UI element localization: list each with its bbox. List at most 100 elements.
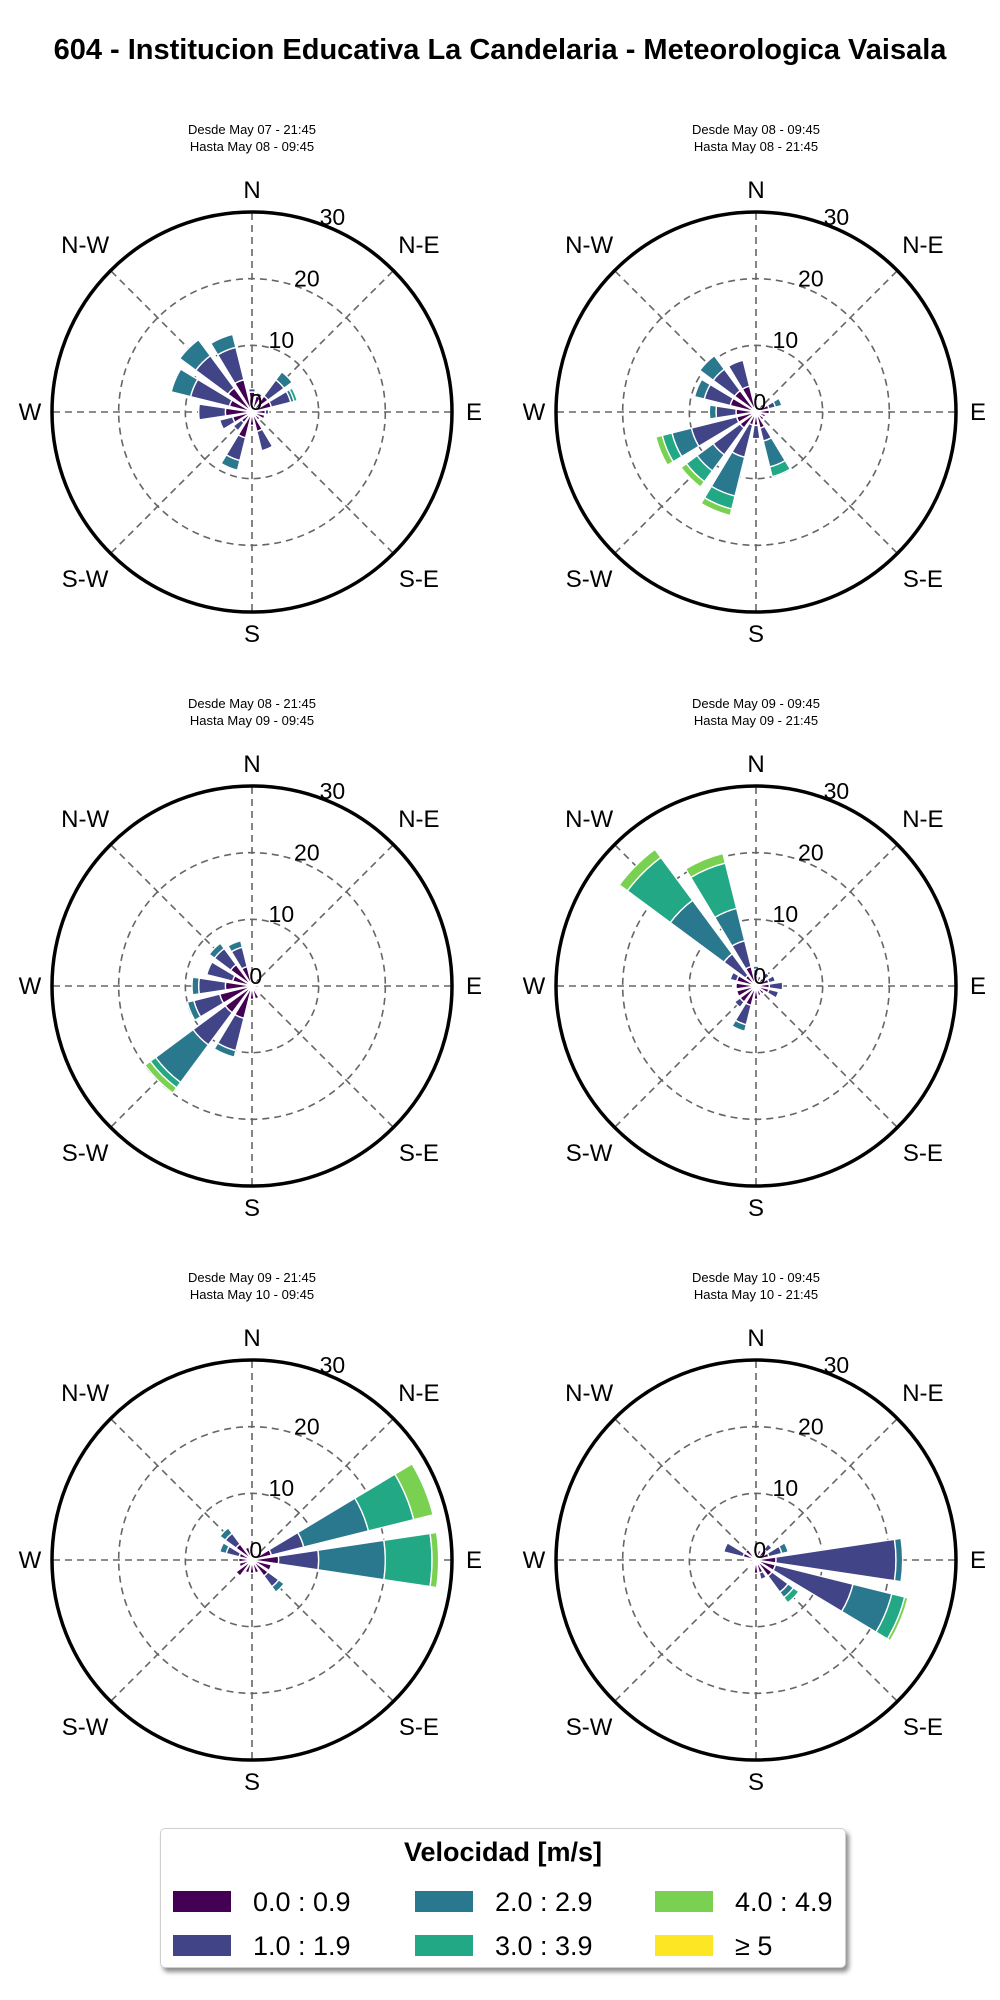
rose-bar: [698, 354, 726, 382]
compass-label: N-E: [902, 806, 943, 833]
radial-tick-label: 20: [294, 266, 320, 292]
rose-bar: [429, 1531, 440, 1589]
compass-label: N: [243, 1325, 260, 1352]
compass-label: W: [19, 399, 42, 426]
legend-title: Velocidad [m/s]: [403, 1837, 603, 1867]
radial-tick-label: 10: [269, 327, 295, 353]
angular-gridline: [110, 270, 253, 413]
rose-bar: [237, 1557, 253, 1563]
radial-tick-label: 30: [320, 1352, 346, 1378]
radial-tick-label: 0: [753, 1537, 766, 1563]
rose-bar: [247, 387, 257, 394]
compass-label: S-E: [903, 566, 943, 593]
angular-gridline: [614, 1418, 757, 1561]
legend-label: 1.0 : 1.9: [253, 1931, 351, 1961]
angular-gridline: [251, 270, 394, 413]
rose-bar: [232, 418, 246, 432]
rose-bar: [766, 974, 777, 984]
panel-title-line: Hasta May 09 - 21:45: [694, 713, 818, 728]
rose-bar: [768, 981, 784, 991]
angular-gridline: [755, 1418, 898, 1561]
compass-label: W: [523, 399, 546, 426]
rose-bar: [749, 1559, 757, 1567]
compass-label: W: [523, 1547, 546, 1574]
rose-bar: [735, 985, 757, 998]
rose-bar: [218, 1526, 234, 1542]
rose-bar: [654, 434, 675, 467]
panel-title-line: Desde May 07 - 21:45: [188, 122, 316, 137]
radial-tick-label: 20: [798, 1414, 824, 1440]
radial-tick-label: 0: [249, 963, 262, 989]
compass-label: N-W: [565, 806, 613, 833]
compass-label: S: [244, 1769, 260, 1796]
compass-label: S: [748, 1769, 764, 1796]
angular-gridline: [110, 1559, 253, 1702]
angular-gridline: [755, 985, 898, 1128]
rose-bar: [244, 1546, 253, 1561]
radial-tick-label: 20: [798, 266, 824, 292]
rose-bar: [213, 1042, 237, 1059]
compass-label: S: [244, 621, 260, 648]
compass-label: S-W: [62, 566, 109, 593]
legend-label: 0.0 : 0.9: [253, 1887, 351, 1917]
rose-outer-circle: [554, 1358, 958, 1762]
compass-label: S: [748, 1195, 764, 1222]
compass-label: S-W: [566, 566, 613, 593]
compass-label: N: [747, 1325, 764, 1352]
rose-bar: [197, 977, 227, 995]
rose-outer-circle: [50, 784, 454, 1188]
radial-tick-label: 20: [294, 1414, 320, 1440]
radial-tick-label: 0: [249, 1537, 262, 1563]
radial-tick-label: 20: [294, 840, 320, 866]
rose-bar: [893, 1537, 904, 1583]
rose-bar: [251, 985, 260, 1000]
angular-gridline: [110, 844, 253, 987]
angular-gridline: [755, 411, 898, 554]
panel-title-line: Hasta May 08 - 09:45: [190, 139, 314, 154]
compass-label: N: [747, 177, 764, 204]
rose-bar: [729, 971, 740, 983]
panel-title-line: Hasta May 08 - 21:45: [694, 139, 818, 154]
compass-label: N-W: [61, 806, 109, 833]
rose-bar: [218, 1541, 231, 1555]
angular-gridline: [251, 1418, 394, 1561]
rose-bar: [178, 338, 212, 372]
panel-title-line: Hasta May 10 - 09:45: [190, 1287, 314, 1302]
compass-label: S-E: [399, 566, 439, 593]
rose-bar: [205, 961, 236, 983]
radial-tick-label: 0: [753, 963, 766, 989]
angular-gridline: [251, 844, 394, 987]
rose-bar: [274, 370, 294, 390]
angular-gridline: [251, 411, 394, 554]
rose-bar: [251, 1559, 260, 1574]
legend-label: 2.0 : 2.9: [495, 1887, 593, 1917]
panel-title-line: Hasta May 09 - 09:45: [190, 713, 314, 728]
rose-bar: [317, 1539, 386, 1581]
rose-bar: [751, 424, 761, 440]
rose-bar: [251, 984, 260, 988]
compass-label: S-W: [566, 1714, 613, 1741]
rose-bar: [772, 397, 783, 409]
compass-label: S-E: [903, 1140, 943, 1167]
rose-bar: [700, 496, 733, 517]
rose-bar: [755, 985, 763, 997]
compass-label: E: [970, 1547, 986, 1574]
rose-bar: [249, 985, 255, 1001]
compass-label: S: [748, 621, 764, 648]
legend-swatch: [655, 1891, 713, 1912]
compass-label: E: [970, 399, 986, 426]
compass-label: W: [523, 973, 546, 1000]
rose-bar: [255, 428, 274, 452]
radial-tick-label: 30: [824, 204, 850, 230]
compass-label: E: [466, 399, 482, 426]
rose-bar: [618, 848, 662, 892]
rose-bar: [679, 462, 706, 489]
rose-bar: [383, 1532, 433, 1588]
windrose-panel-4: Desde May 09 - 09:45 Hasta May 09 - 21:45…: [523, 696, 986, 1222]
compass-label: N: [243, 751, 260, 778]
compass-label: S-E: [399, 1714, 439, 1741]
angular-gridline: [755, 1559, 898, 1702]
rose-bar: [731, 1019, 748, 1033]
rose-bar: [264, 408, 270, 416]
rose-bar: [753, 985, 759, 1001]
